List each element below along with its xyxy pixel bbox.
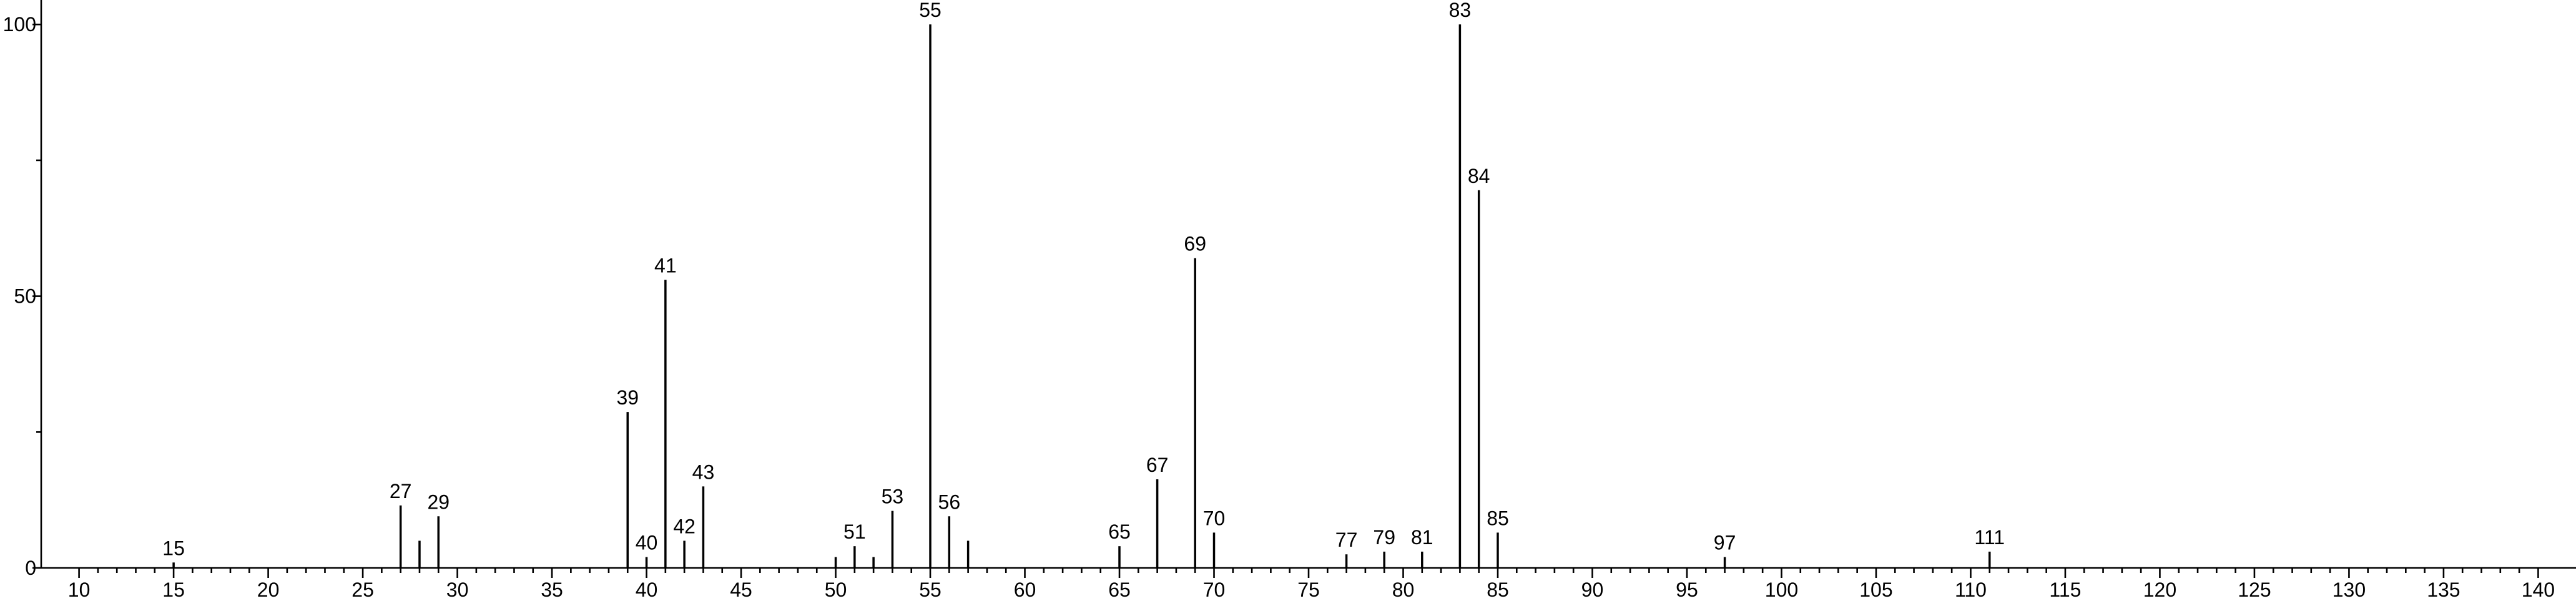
peak-label: 56: [938, 491, 961, 513]
peak-label: 43: [692, 461, 715, 483]
peak-label: 97: [1714, 532, 1736, 554]
peak-label: 40: [636, 532, 658, 554]
x-tick-label: 20: [257, 579, 280, 601]
x-tick-label: 50: [825, 579, 847, 601]
peak-label: 70: [1203, 507, 1226, 529]
x-tick-label: 135: [2427, 579, 2460, 601]
x-tick-label: 45: [730, 579, 752, 601]
peak-label: 42: [673, 515, 696, 537]
x-tick-label: 70: [1203, 579, 1226, 601]
x-tick-label: 110: [1955, 579, 1987, 601]
peak-label: 41: [654, 254, 677, 276]
x-tick-label: 55: [919, 579, 941, 601]
peak-label: 85: [1487, 507, 1509, 529]
peak-label: 53: [882, 486, 904, 508]
x-tick-label: 125: [2238, 579, 2271, 601]
peak-label: 81: [1411, 526, 1433, 549]
x-tick-label: 80: [1392, 579, 1415, 601]
x-tick-label: 120: [2143, 579, 2176, 601]
x-tick-label: 105: [1859, 579, 1892, 601]
x-tick-label: 30: [446, 579, 469, 601]
peak-label: 77: [1335, 529, 1358, 551]
peak-label: 27: [390, 480, 412, 502]
x-tick-label: 75: [1297, 579, 1320, 601]
peak-label: 39: [616, 386, 639, 409]
y-tick-label: 0: [25, 557, 36, 579]
peak-label: 67: [1146, 454, 1169, 476]
x-tick-label: 130: [2333, 579, 2366, 601]
peak-label: 55: [919, 0, 941, 21]
peak-label: 84: [1468, 165, 1490, 187]
x-tick-label: 140: [2522, 579, 2555, 601]
x-tick-label: 95: [1676, 579, 1698, 601]
peak-label: 69: [1184, 233, 1206, 255]
x-tick-label: 100: [1765, 579, 1798, 601]
peak-label: 65: [1108, 520, 1131, 543]
x-tick-label: 15: [162, 579, 185, 601]
y-tick-label: 50: [14, 285, 36, 308]
x-tick-label: 10: [68, 579, 91, 601]
x-tick-label: 85: [1487, 579, 1509, 601]
peak-label: 51: [843, 520, 866, 543]
x-tick-label: 40: [636, 579, 658, 601]
x-tick-label: 90: [1581, 579, 1604, 601]
peak-label: 29: [427, 491, 450, 513]
peak-label: 111: [1974, 526, 2005, 549]
y-tick-label: 100: [3, 13, 36, 36]
x-tick-label: 60: [1014, 579, 1036, 601]
peak-label: 83: [1449, 0, 1472, 21]
x-tick-label: 115: [2049, 579, 2081, 601]
peak-label: 79: [1373, 526, 1395, 549]
x-tick-label: 35: [541, 579, 563, 601]
peak-label: 15: [162, 537, 185, 559]
x-tick-label: 65: [1108, 579, 1131, 601]
x-tick-label: 25: [351, 579, 374, 601]
